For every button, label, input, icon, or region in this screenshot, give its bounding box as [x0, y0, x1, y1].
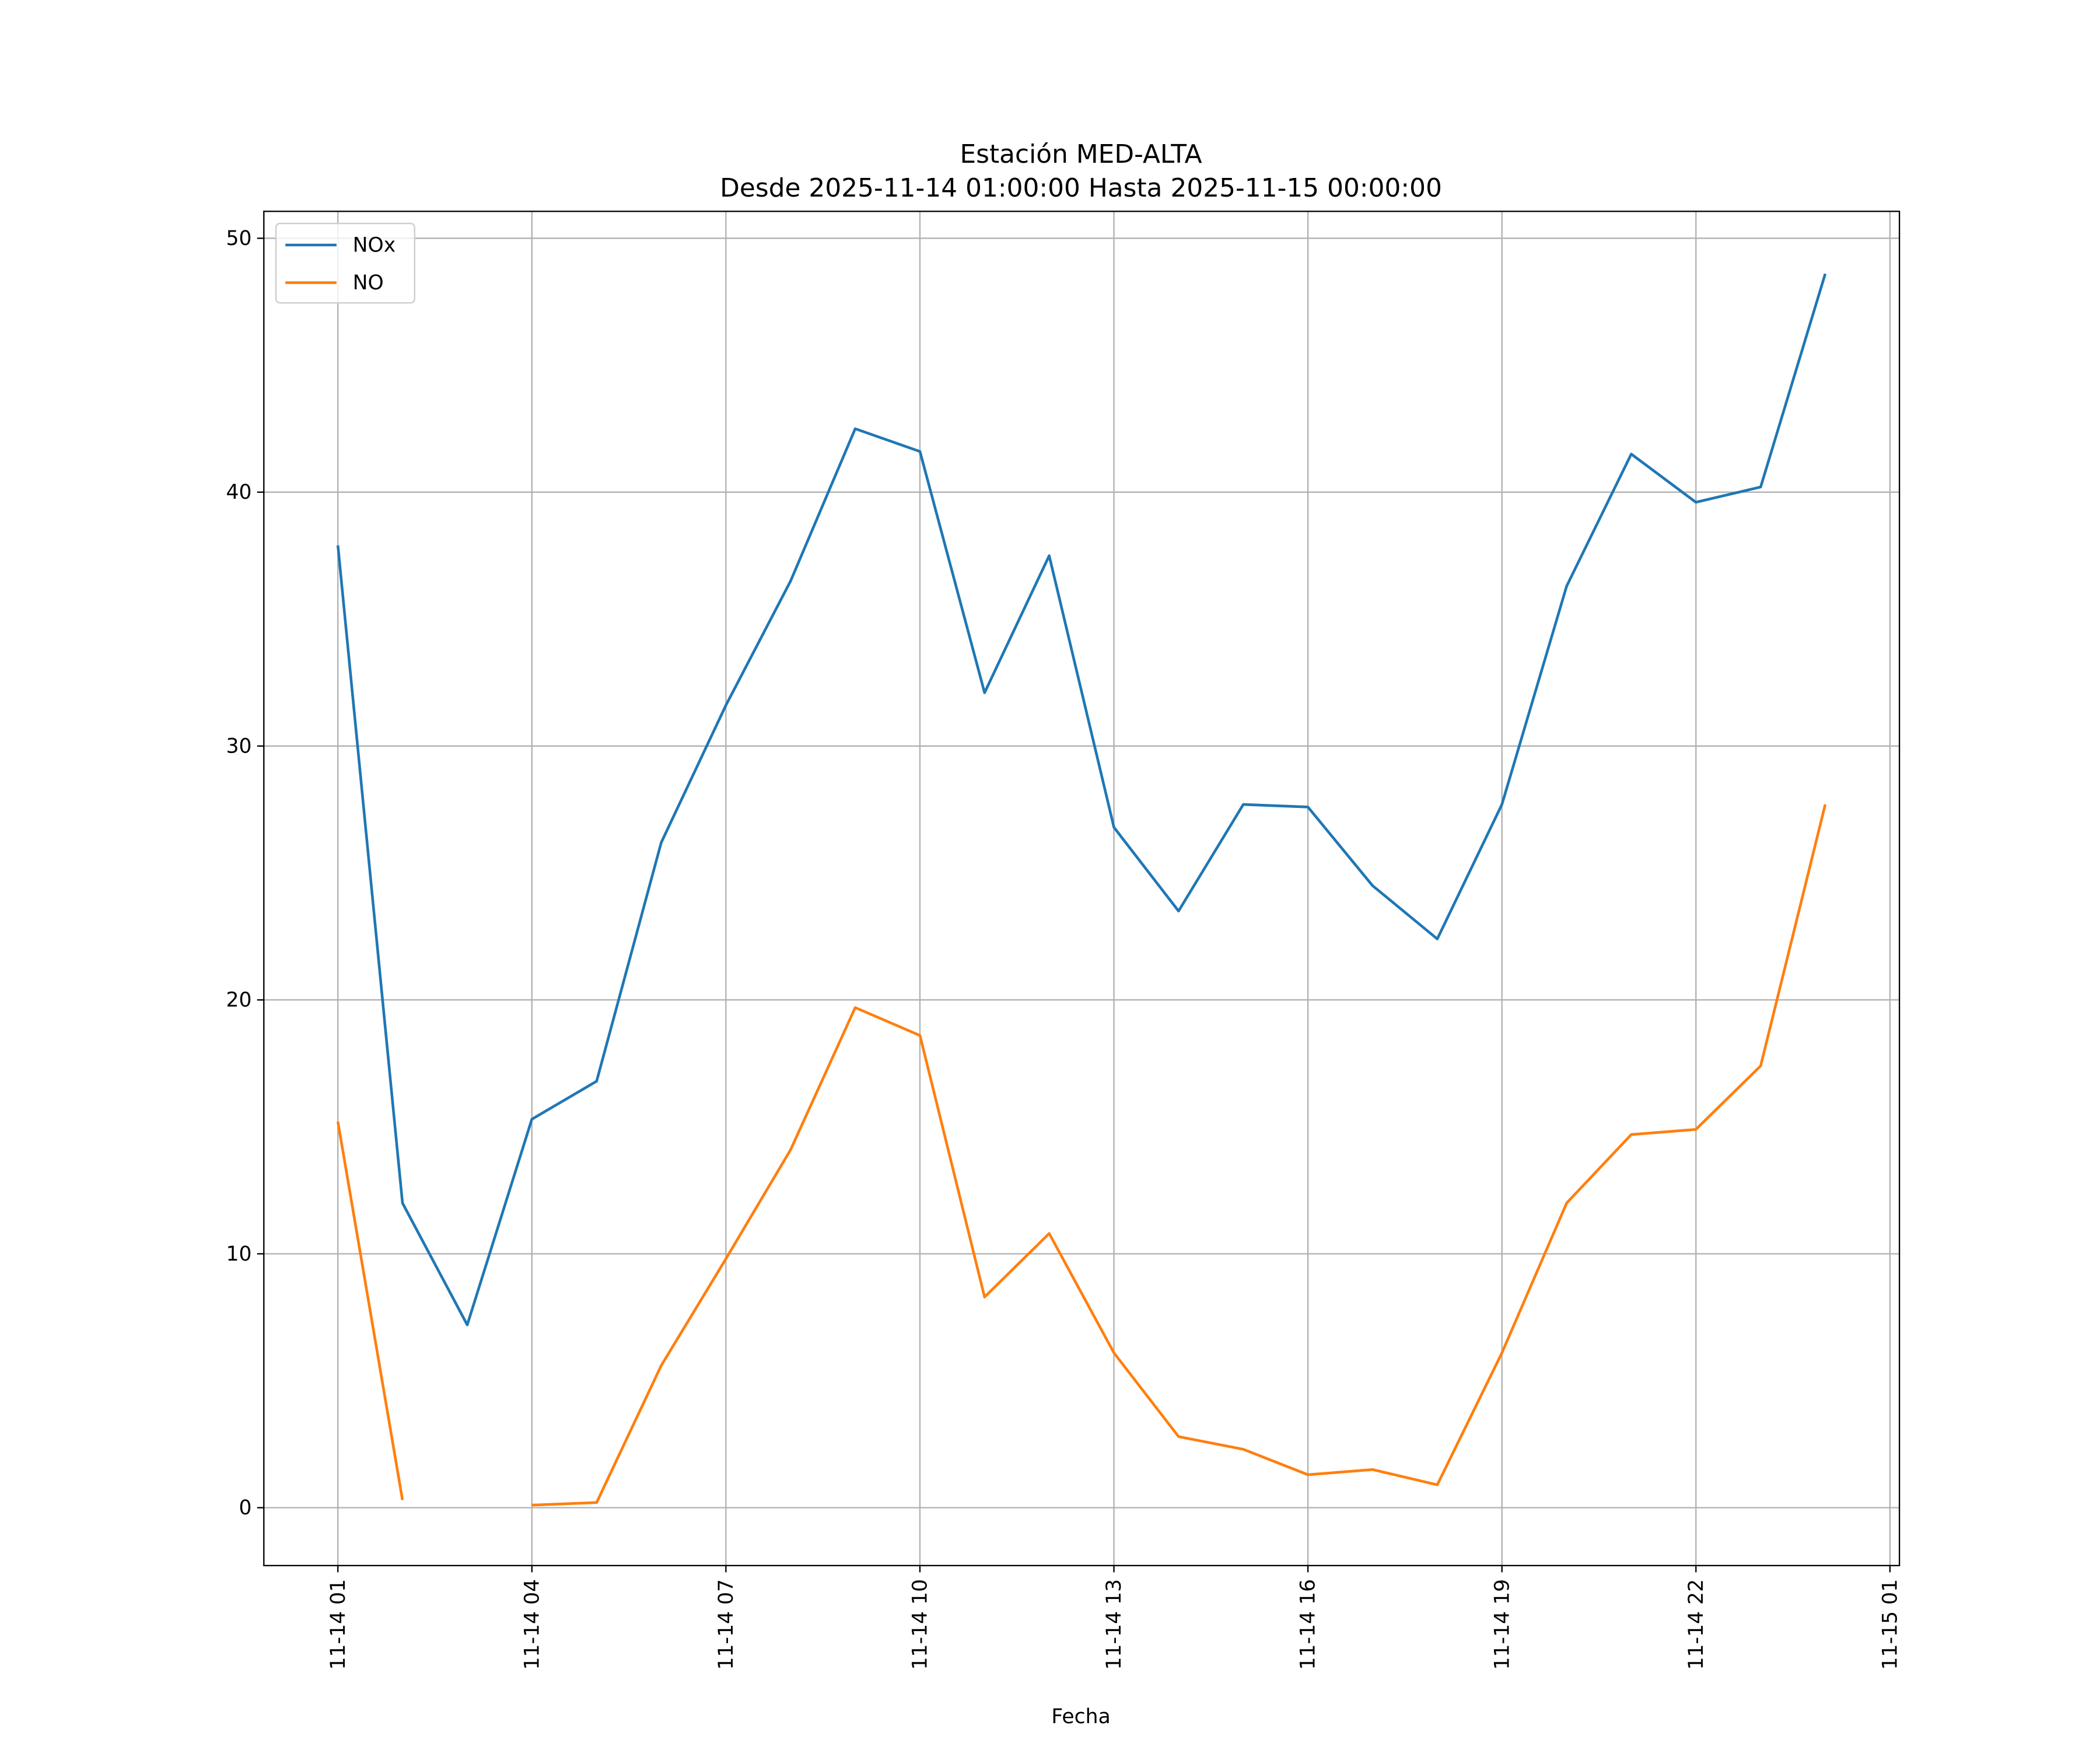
y-tick-label: 0	[239, 1496, 252, 1520]
series-line-nox	[336, 273, 1827, 1326]
legend-label-nox: NOx	[353, 234, 396, 257]
x-tick-label: 11-14 10	[909, 1579, 932, 1670]
plot-frame	[263, 211, 1901, 1566]
y-tick-label: 50	[226, 227, 251, 250]
x-tick-label: 11-14 19	[1490, 1579, 1514, 1670]
y-tick-label: 10	[226, 1242, 251, 1266]
x-tick-label: 11-14 04	[520, 1579, 544, 1670]
chart-subtitle: Desde 2025-11-14 01:00:00 Hasta 2025-11-…	[720, 173, 1442, 203]
x-tick-label: 11-14 01	[327, 1579, 350, 1670]
axis-ticks: 11-14 01 11-14 04 11-14 07 11-14 10 11-14 13…	[226, 227, 1902, 1670]
y-tick-label: 40	[226, 481, 251, 504]
x-tick-label: 11-14 13	[1102, 1579, 1126, 1670]
series-line-no	[531, 804, 1827, 1507]
legend-label-no: NO	[353, 271, 384, 295]
x-axis-label: Fecha	[1051, 1705, 1110, 1728]
x-tick-label: 11-14 22	[1685, 1579, 1708, 1670]
grid	[264, 211, 1900, 1566]
x-tick-label: 11-14 16	[1297, 1579, 1320, 1670]
y-tick-label: 20	[226, 989, 251, 1012]
legend: NOx NO	[275, 222, 415, 304]
x-tick-label: 11-15 01	[1878, 1579, 1902, 1670]
x-tick-label: 11-14 07	[715, 1579, 738, 1670]
y-tick-label: 30	[226, 734, 251, 758]
series-line-no	[336, 1121, 404, 1500]
chart-title: Estación MED-ALTA	[960, 139, 1202, 169]
series-lines	[336, 273, 1827, 1507]
